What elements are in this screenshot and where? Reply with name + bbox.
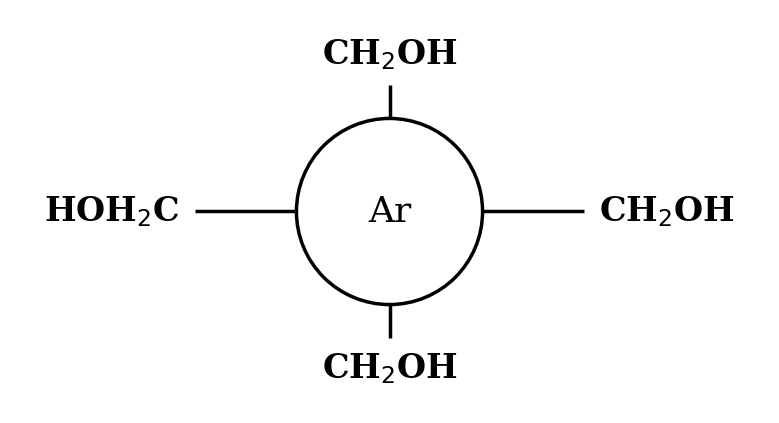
- Text: HOH$_2$C: HOH$_2$C: [44, 194, 180, 229]
- Text: CH$_2$OH: CH$_2$OH: [599, 194, 735, 229]
- Text: CH$_2$OH: CH$_2$OH: [322, 351, 457, 386]
- Text: Ar: Ar: [368, 195, 411, 228]
- Text: CH$_2$OH: CH$_2$OH: [322, 37, 457, 72]
